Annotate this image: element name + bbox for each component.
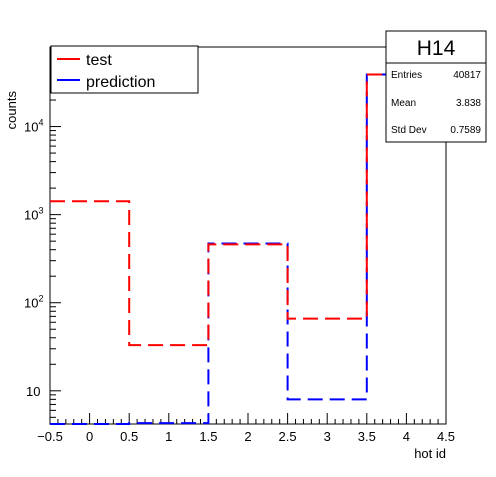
- x-tick-label: 1.5: [199, 429, 217, 444]
- y-tick-base: 10: [24, 208, 38, 223]
- series-test: [50, 73, 446, 347]
- stats-box: H14 Entries 40817 Mean 3.838 Std Dev 0.7…: [385, 30, 487, 143]
- x-tick-label: 0: [86, 429, 93, 444]
- y-tick-label: 103: [24, 206, 43, 223]
- x-tick-label: 3.5: [358, 429, 376, 444]
- stats-value-stddev: 0.7589: [450, 125, 481, 136]
- y-tick-exponent: 2: [38, 294, 43, 304]
- stats-box-frame: [385, 30, 487, 143]
- x-tick-label: 4.5: [437, 429, 455, 444]
- x-axis-label: hot id: [414, 446, 446, 461]
- x-tick-label: −0.5: [37, 429, 63, 444]
- stats-value-mean: 3.838: [456, 98, 481, 109]
- y-tick-label: 102: [24, 294, 43, 311]
- x-tick-label: 3: [324, 429, 331, 444]
- y-axis-label: counts: [4, 91, 19, 130]
- x-tick-label: 4: [403, 429, 410, 444]
- stats-label-entries: Entries: [391, 70, 422, 81]
- legend-box: [50, 45, 199, 94]
- x-tick-label: 0.5: [120, 429, 138, 444]
- legend-entry-test: test: [86, 52, 112, 69]
- x-tick-label: 2.5: [279, 429, 297, 444]
- legend-entry-prediction: prediction: [86, 74, 155, 91]
- stats-label-mean: Mean: [391, 98, 416, 109]
- histogram-series: [50, 73, 446, 425]
- stats-title: H14: [417, 37, 456, 60]
- x-tick-labels: −0.5 0 0.5 1 1.5 2 2.5 3 3.5 4 4.5: [37, 429, 455, 444]
- y-tick-base: 10: [26, 384, 40, 399]
- stats-value-entries: 40817: [453, 70, 481, 81]
- stats-label-stddev: Std Dev: [391, 125, 427, 136]
- y-tick-base: 10: [24, 296, 38, 311]
- y-tick-exponent: 3: [38, 206, 43, 216]
- y-tick-label: 10: [26, 384, 40, 399]
- legend: test prediction: [50, 45, 199, 94]
- x-tick-label: 1: [165, 429, 172, 444]
- y-tick-base: 10: [24, 120, 38, 135]
- y-tick-exponent: 4: [38, 118, 43, 128]
- y-tick-label: 104: [24, 118, 43, 135]
- x-tick-label: 2: [244, 429, 251, 444]
